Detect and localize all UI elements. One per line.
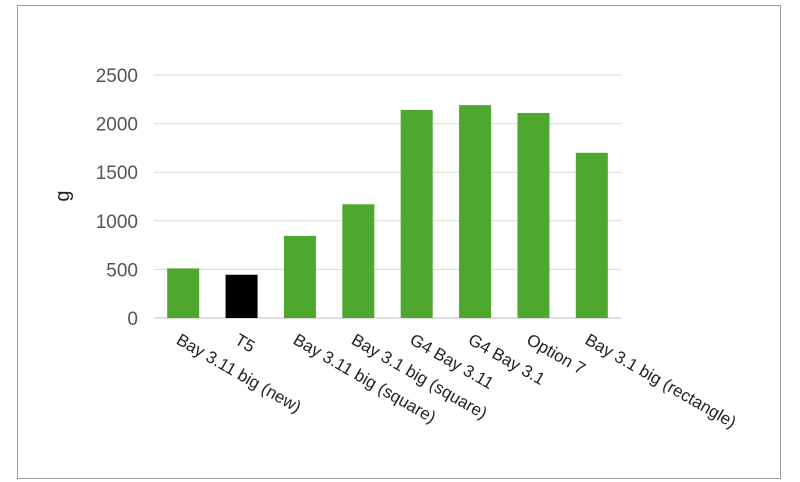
x-category-label: Bay 3.1 big (rectangle) — [582, 330, 740, 432]
y-axis-ticks: 0 500 1000 1500 2000 2500 — [96, 66, 138, 330]
bar — [459, 105, 492, 318]
chart-frame — [17, 5, 781, 479]
gridlines — [154, 74, 621, 319]
bar — [342, 204, 375, 318]
bar — [283, 235, 316, 318]
y-tick-label: 2500 — [96, 66, 138, 87]
bar — [167, 268, 200, 318]
bar — [225, 274, 258, 318]
bar — [575, 152, 608, 318]
y-tick-label: 0 — [127, 309, 138, 330]
y-tick-label: 1500 — [96, 163, 138, 184]
y-tick-label: 500 — [106, 260, 138, 281]
x-category-label: T5 — [232, 330, 259, 356]
bar — [517, 112, 550, 319]
y-axis-label: g — [52, 190, 74, 201]
bars — [167, 105, 608, 319]
bar — [400, 109, 433, 318]
y-tick-label: 2000 — [96, 115, 138, 136]
y-tick-label: 1000 — [96, 212, 138, 233]
x-axis-labels: Bay 3.11 big (new)T5 Bay 3.11 big (square… — [173, 330, 739, 432]
